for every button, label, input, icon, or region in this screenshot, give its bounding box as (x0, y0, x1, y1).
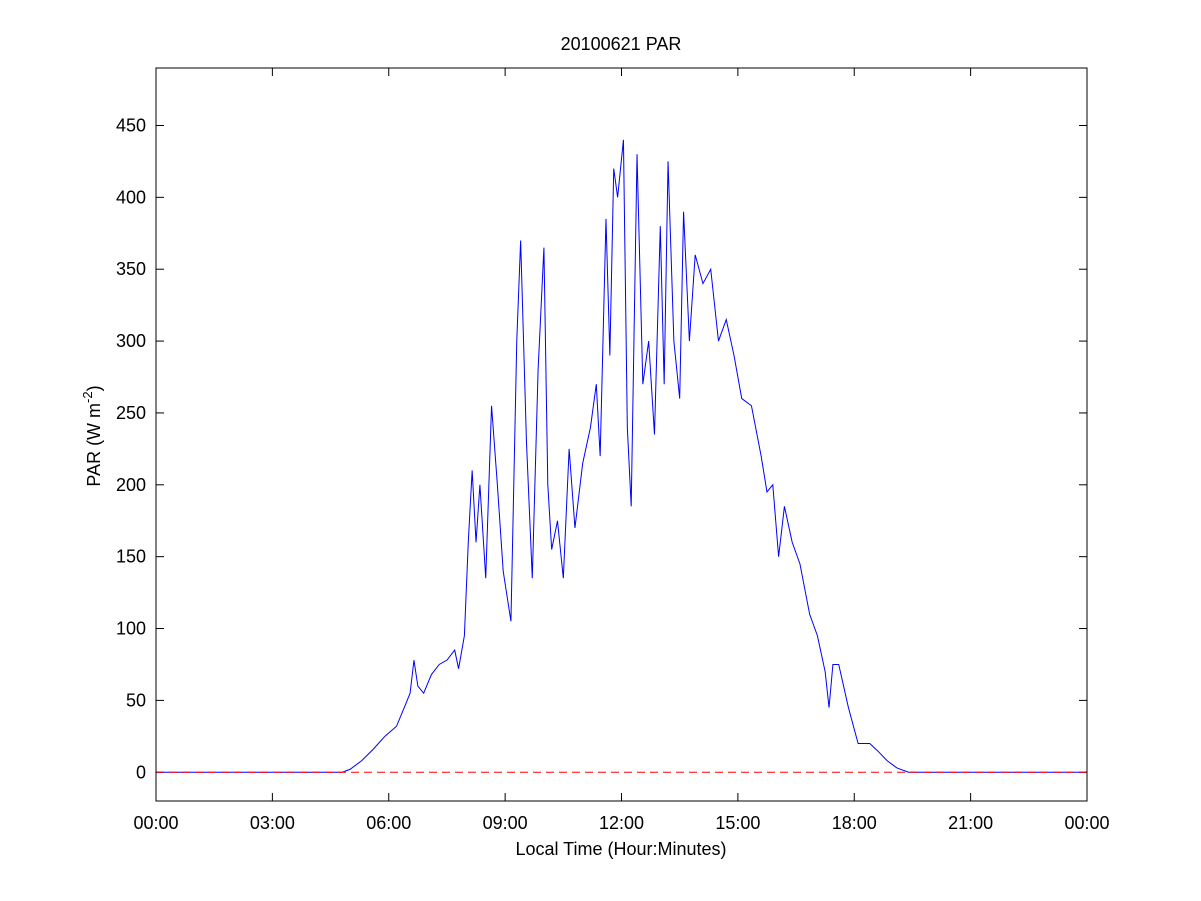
x-tick-label: 06:00 (366, 813, 411, 833)
x-tick-label: 00:00 (1064, 813, 1109, 833)
x-tick-label: 00:00 (133, 813, 178, 833)
y-tick-label: 250 (116, 403, 146, 423)
x-tick-label: 12:00 (599, 813, 644, 833)
x-tick-label: 18:00 (832, 813, 877, 833)
chart-title: 20100621 PAR (561, 34, 682, 54)
x-axis-label: Local Time (Hour:Minutes) (515, 839, 726, 859)
y-tick-label: 450 (116, 115, 146, 135)
y-tick-label: 300 (116, 331, 146, 351)
y-tick-label: 400 (116, 187, 146, 207)
data-line (156, 139, 1087, 773)
y-tick-label: 150 (116, 547, 146, 567)
x-tick-label: 03:00 (250, 813, 295, 833)
y-axis-label: PAR (W m-2) (80, 385, 104, 486)
x-tick-label: 09:00 (483, 813, 528, 833)
x-tick-label: 15:00 (715, 813, 760, 833)
y-tick-label: 0 (136, 762, 146, 782)
x-tick-label: 21:00 (948, 813, 993, 833)
plot-frame (155, 67, 1088, 802)
y-tick-label: 350 (116, 259, 146, 279)
y-label-suffix: ) (84, 385, 104, 391)
y-tick-label: 200 (116, 475, 146, 495)
y-label-sup: -2 (80, 391, 95, 403)
y-tick-label: 100 (116, 619, 146, 639)
y-tick-label: 50 (126, 690, 146, 710)
y-label-text: PAR (W m (84, 403, 104, 487)
